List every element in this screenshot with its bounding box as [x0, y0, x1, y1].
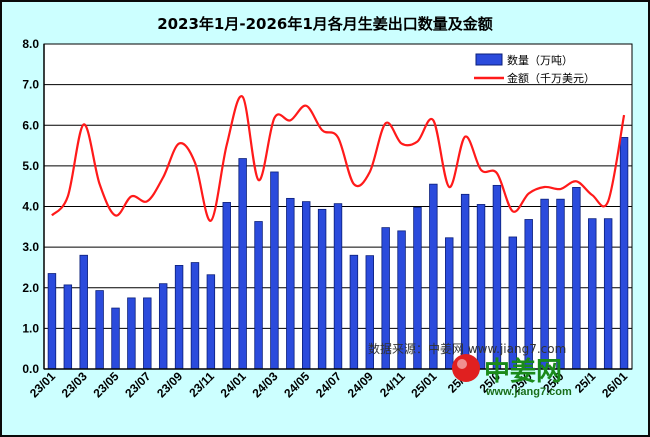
- bar-23/12: [222, 202, 231, 370]
- x-tick-label: 24/01: [218, 369, 249, 400]
- bar-24/03: [270, 171, 279, 370]
- x-tick-label: 26/01: [599, 369, 630, 400]
- y-tick-label: 3.0: [22, 240, 39, 254]
- bar-23/05: [111, 307, 120, 370]
- bar-24/02: [254, 221, 263, 370]
- logo-ginger-icon: [452, 354, 480, 382]
- logo-url: www.jiang7.com: [485, 386, 572, 398]
- x-tick-label: 24/11: [377, 369, 408, 400]
- y-tick-label: 4.0: [22, 200, 39, 214]
- x-tick-label: 24/03: [249, 369, 280, 400]
- legend-bar-swatch: [475, 53, 503, 66]
- bar-25/10: [572, 187, 581, 370]
- x-tick-label: 24/07: [313, 369, 344, 400]
- legend-label-amount: 金额（千万美元）: [507, 71, 595, 85]
- y-tick-label: 5.0: [22, 159, 39, 173]
- x-tick-label: 24/05: [281, 369, 312, 400]
- x-tick-label: 23/07: [122, 369, 153, 400]
- bar-24/07: [333, 203, 343, 370]
- site-logo: 中姜网 www.jiang7.com: [452, 354, 572, 398]
- bar-24/06: [317, 208, 327, 370]
- x-tick-label: 23/05: [91, 369, 122, 400]
- y-tick-label: 7.0: [22, 78, 39, 92]
- bar-23/08: [158, 283, 168, 370]
- amount-line: [51, 95, 626, 222]
- bar-23/01: [47, 273, 57, 370]
- y-tick-label: 1.0: [22, 321, 39, 335]
- y-tick-label: 0.0: [22, 362, 39, 376]
- chart-title: 2023年1月-2026年1月各月生姜出口数量及金额: [157, 15, 493, 33]
- bar-23/09: [174, 265, 184, 370]
- x-tick-label: 25/1: [572, 369, 599, 396]
- grid-lines: [44, 84, 632, 329]
- bar-23/06: [127, 297, 136, 370]
- bar-24/08: [349, 254, 359, 370]
- legend-label-quantity: 数量（万吨）: [507, 54, 573, 67]
- bar-23/02: [63, 284, 73, 370]
- y-axis-ticks: 0.0 1.0 2.0 3.0 4.0 5.0 6.0 7.0 8.0: [22, 37, 39, 376]
- bar-23/04: [95, 290, 104, 370]
- y-tick-label: 6.0: [22, 118, 39, 132]
- y-tick-label: 2.0: [22, 281, 39, 295]
- x-tick-label: 25/01: [408, 369, 439, 400]
- bar-24/01: [238, 158, 247, 370]
- bar-24/04: [286, 197, 295, 370]
- x-tick-label: 24/09: [345, 369, 376, 400]
- bar-25/11: [588, 218, 597, 370]
- bar-25/12: [603, 218, 613, 370]
- logo-text: 中姜网: [484, 356, 562, 387]
- bar-26/01: [619, 137, 629, 370]
- x-tick-label: 23/09: [154, 369, 185, 400]
- logo-highlight-icon: [457, 359, 467, 369]
- x-tick-label: 23/11: [186, 369, 217, 400]
- source-watermark: 数据来源：中姜网 www.jiang7.com: [368, 341, 566, 356]
- legend: 数量（万吨） 金额（千万美元）: [474, 53, 595, 85]
- bar-23/11: [206, 274, 216, 370]
- bar-24/05: [302, 201, 311, 370]
- x-tick-label: 23/03: [59, 369, 90, 400]
- bar-23/10: [190, 262, 200, 370]
- bar-23/07: [143, 297, 152, 370]
- bar-23/03: [79, 254, 88, 370]
- y-tick-label: 8.0: [22, 37, 39, 51]
